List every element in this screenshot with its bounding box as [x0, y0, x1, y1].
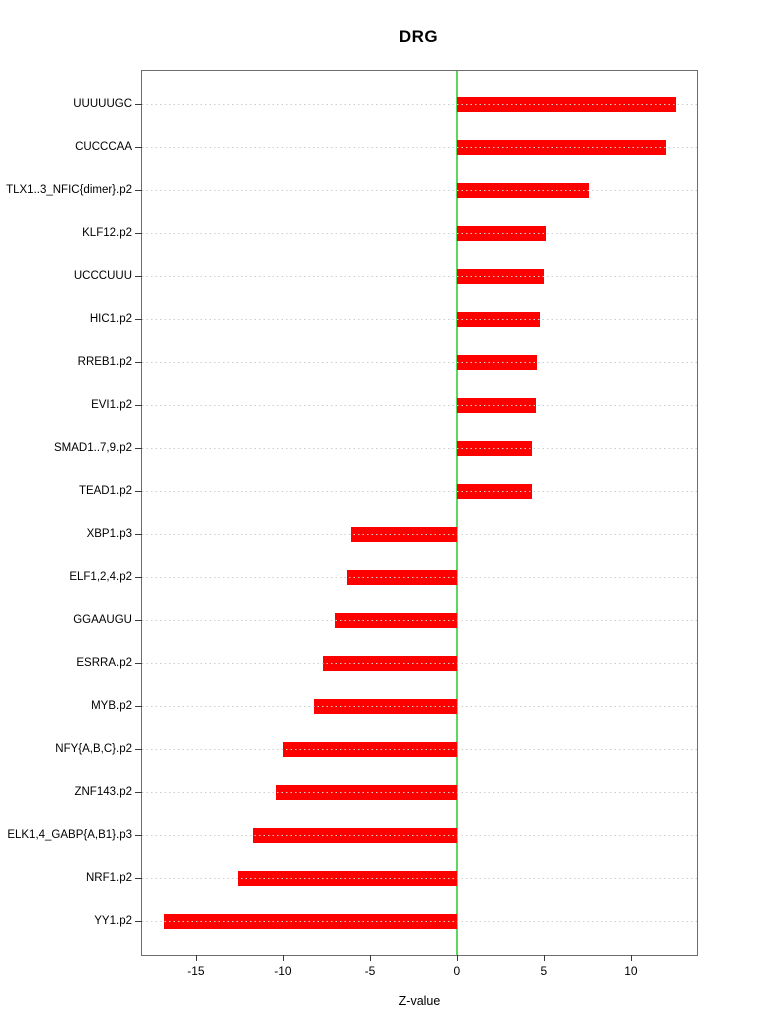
x-tick-label: -10: [274, 964, 292, 978]
plot-area: UUUUUGC CUCCCAA TLX1..3_NFIC{dimer}.p2 KLF1…: [6, 70, 698, 1008]
gridline: [142, 319, 697, 320]
category-label: KLF12.p2: [82, 227, 132, 239]
category-label: RREB1.p2: [77, 356, 132, 368]
gridline: [142, 706, 697, 707]
category-label: MYB.p2: [91, 700, 132, 712]
x-axis-title: Z-value: [398, 994, 441, 1008]
category-label: XBP1.p3: [86, 528, 132, 540]
gridline: [142, 534, 697, 535]
y-axis-tick: [135, 577, 142, 578]
category-label: NFY{A,B,C}.p2: [55, 743, 132, 755]
y-axis-tick: [135, 921, 142, 922]
gridline: [142, 878, 697, 879]
gridline: [142, 147, 697, 148]
x-axis-tick: [369, 955, 371, 961]
category-label: TLX1..3_NFIC{dimer}.p2: [6, 184, 132, 196]
x-tick-label: 10: [624, 964, 638, 978]
chart-title: DRG: [398, 27, 439, 46]
y-axis-tick: [135, 233, 142, 234]
y-axis-tick: [135, 878, 142, 879]
category-label: ELF1,2,4.p2: [69, 571, 132, 583]
category-label: YY1.p2: [94, 915, 132, 927]
x-tick-label: -5: [364, 964, 376, 978]
zero-reference-line: [456, 71, 458, 955]
gridline: [142, 448, 697, 449]
x-axis-tick: [282, 955, 284, 961]
y-axis-tick: [135, 276, 142, 277]
y-axis-tick: [135, 190, 142, 191]
x-axis-tick: [630, 955, 632, 961]
category-label: ZNF143.p2: [74, 786, 132, 798]
gridline: [142, 663, 697, 664]
x-tick-label: -15: [187, 964, 205, 978]
y-axis-tick: [135, 749, 142, 750]
y-axis-tick: [135, 448, 142, 449]
x-axis-tick: [456, 955, 458, 961]
gridline: [142, 749, 697, 750]
x-axis-tick: [195, 955, 197, 961]
gridline: [142, 792, 697, 793]
y-axis-tick: [135, 835, 142, 836]
x-axis-tick: [543, 955, 545, 961]
y-axis-tick: [135, 405, 142, 406]
gridline: [142, 104, 697, 105]
y-axis-tick: [135, 792, 142, 793]
gridline: [142, 405, 697, 406]
y-axis-tick: [135, 319, 142, 320]
category-label: SMAD1..7,9.p2: [54, 442, 132, 454]
gridline: [142, 491, 697, 492]
category-label: HIC1.p2: [89, 313, 132, 325]
y-axis-tick: [135, 706, 142, 707]
gridline: [142, 233, 697, 234]
y-axis-tick: [135, 491, 142, 492]
y-axis-tick: [135, 362, 142, 363]
y-axis-tick: [135, 663, 142, 664]
gridline: [142, 577, 697, 578]
gridline: [142, 362, 697, 363]
x-tick-label: 0: [453, 964, 461, 978]
category-label: UCCCUUU: [73, 270, 132, 282]
y-axis-tick: [135, 147, 142, 148]
y-axis-tick: [135, 104, 142, 105]
category-label: CUCCCAA: [75, 141, 132, 153]
y-axis-tick: [135, 534, 142, 535]
gridline: [142, 835, 697, 836]
gridline: [142, 620, 697, 621]
gridline: [142, 921, 697, 922]
y-axis-tick: [135, 620, 142, 621]
category-label: UUUUUGC: [73, 98, 132, 110]
category-label: EVI1.p2: [91, 399, 132, 411]
category-label: GGAAUGU: [73, 614, 132, 626]
category-label: ESRRA.p2: [76, 657, 132, 669]
category-label: ELK1,4_GABP{A,B1}.p3: [7, 829, 132, 841]
category-label: NRF1.p2: [85, 872, 132, 884]
gridline: [142, 190, 697, 191]
category-label: TEAD1.p2: [78, 485, 132, 497]
x-tick-label: 5: [540, 964, 548, 978]
gridline: [142, 276, 697, 277]
